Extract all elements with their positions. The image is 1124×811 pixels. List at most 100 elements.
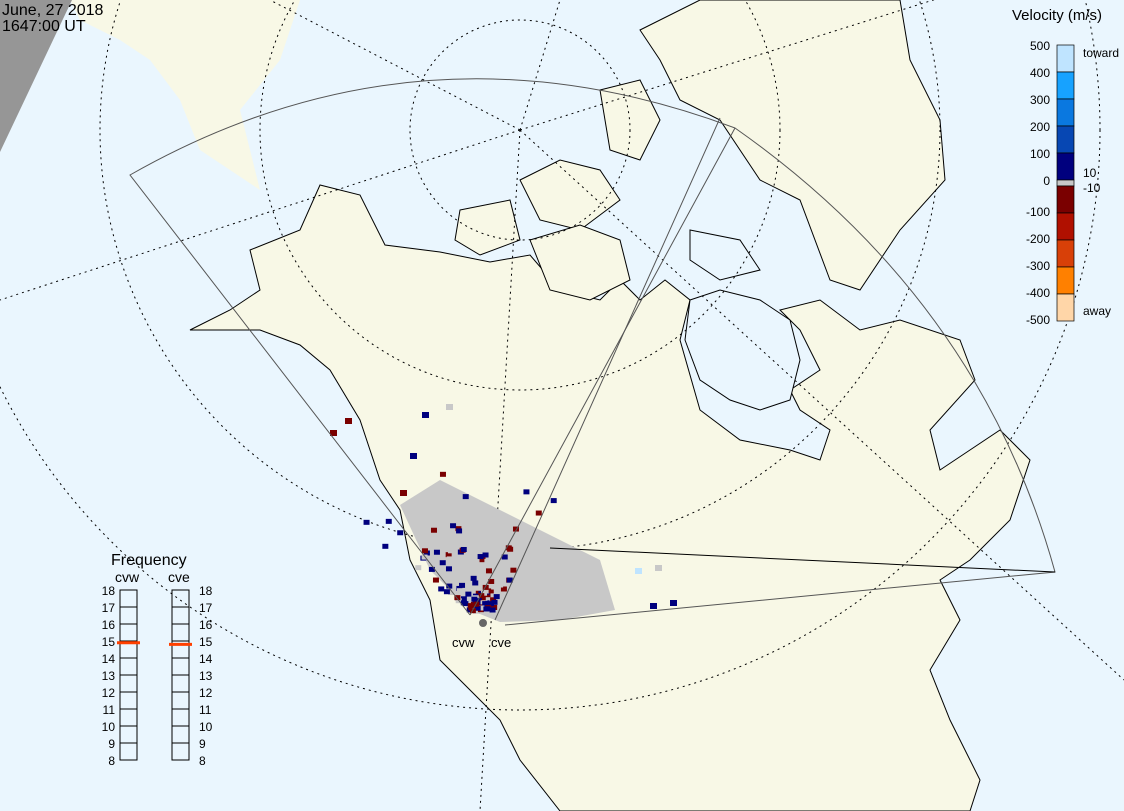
scatter-cell xyxy=(444,506,451,512)
colorbar-title: Velocity (m/s) xyxy=(1012,7,1102,24)
scatter-cell xyxy=(500,586,507,592)
colorbar-tick-label: -200 xyxy=(1026,232,1050,246)
scatter-cell xyxy=(415,565,422,571)
arctic-island xyxy=(454,199,521,256)
frequency-tick-label: 18 xyxy=(199,584,213,598)
scatter-cell xyxy=(445,552,452,558)
scatter-cell xyxy=(470,575,477,581)
scatter-cell xyxy=(446,404,453,410)
frequency-cell xyxy=(171,708,190,727)
colorbar-segment xyxy=(1056,98,1075,127)
scatter-cell xyxy=(430,527,437,533)
colorbar-segment xyxy=(1056,152,1075,181)
radar-site-marker xyxy=(479,619,487,627)
scatter-cell xyxy=(432,577,439,583)
scatter-cell xyxy=(467,603,474,609)
scatter-cell xyxy=(385,518,392,524)
greenland xyxy=(639,0,946,291)
scatter-cell xyxy=(447,548,454,554)
scatter-cell xyxy=(535,510,542,516)
colorbar-segment xyxy=(1056,44,1075,73)
water-bodies xyxy=(684,229,801,411)
scatter-cell xyxy=(510,567,517,573)
frequency-tick-label: 16 xyxy=(102,618,116,632)
radar-label-cve: cve xyxy=(491,635,511,650)
frequency-cell xyxy=(119,606,138,625)
frequency-panel: Frequency cvw cve 18 17 16 15 14 13 12 11 10 9 8 18… xyxy=(102,552,213,768)
scatter-cell xyxy=(382,543,389,549)
scatter-cell xyxy=(489,607,496,613)
frequency-cell xyxy=(171,623,190,642)
frequency-tick-label: 17 xyxy=(102,601,116,615)
velocity-colorbar: Velocity (m/s) toward away 10 -10 500 400… xyxy=(1012,7,1119,327)
scatter-cell xyxy=(448,590,455,596)
frequency-cell xyxy=(171,691,190,710)
colorbar-segment xyxy=(1056,293,1075,322)
scatter-cell xyxy=(454,595,461,601)
scatter-cell xyxy=(472,580,479,586)
frequency-cell xyxy=(119,657,138,676)
scatter-cell xyxy=(466,544,473,550)
colorbar-segment xyxy=(1056,212,1075,241)
colorbar-segment xyxy=(1056,266,1075,295)
frequency-tick-label: 8 xyxy=(108,754,115,768)
scatter-cell xyxy=(422,412,429,418)
scatter-cell xyxy=(491,584,498,590)
scatter-cell xyxy=(635,568,642,574)
frequency-cell xyxy=(119,691,138,710)
frequency-tick-label: 9 xyxy=(199,737,206,751)
colorbar-tick-label: -500 xyxy=(1026,313,1050,327)
scatter-cell xyxy=(523,533,530,539)
scatter-cell xyxy=(484,558,491,564)
scatter-cell xyxy=(456,588,463,594)
scatter-cell xyxy=(439,471,446,477)
radar-label-cvw: cvw xyxy=(452,635,475,650)
scatter-cell xyxy=(484,606,491,612)
hudson-bay xyxy=(684,289,801,411)
colorbar-segment xyxy=(1056,179,1075,187)
arctic-island xyxy=(529,224,631,301)
scatter-cell xyxy=(456,528,463,534)
scatter-cell xyxy=(481,574,488,580)
colorbar-segment xyxy=(1056,239,1075,268)
toward-label: toward xyxy=(1083,46,1119,60)
frequency-tick-label: 13 xyxy=(199,669,213,683)
scatter-cell xyxy=(482,552,489,558)
scatter-cell xyxy=(486,533,493,539)
colorbar-tick-label: 200 xyxy=(1030,120,1050,134)
scatter-cell xyxy=(477,554,484,560)
scatter-cell xyxy=(497,582,504,588)
scatter-cell xyxy=(655,565,662,571)
frequency-cell xyxy=(171,657,190,676)
frequency-tick-label: 17 xyxy=(199,601,213,615)
frequency-cell xyxy=(171,725,190,744)
scatter-cell xyxy=(400,490,407,496)
colorbar-tick-label: -100 xyxy=(1026,205,1050,219)
scatter-cell xyxy=(415,513,422,519)
scatter-cell xyxy=(479,598,486,604)
scatter-cell xyxy=(431,500,438,506)
scatter-cell xyxy=(466,505,473,511)
frequency-tick-label: 11 xyxy=(103,703,116,717)
frequency-cell xyxy=(119,742,138,761)
frequency-tick-label: 8 xyxy=(199,754,206,768)
frequency-tick-label: 14 xyxy=(199,652,213,666)
scatter-cell xyxy=(476,567,483,573)
scatter-cell xyxy=(421,548,428,554)
colorbar-tick-label: 500 xyxy=(1030,39,1050,53)
frequency-tick-label: 12 xyxy=(199,686,213,700)
land xyxy=(70,0,1031,811)
frequency-tick-label: 9 xyxy=(108,737,115,751)
scatter-cell xyxy=(433,549,440,555)
fov-outline xyxy=(129,78,1056,626)
frequency-cell xyxy=(119,725,138,744)
scatter-cell xyxy=(490,597,497,603)
frequency-tick-label: 13 xyxy=(102,669,116,683)
scatter-cell xyxy=(478,605,485,611)
night-terminator xyxy=(0,0,72,152)
scatter-cell xyxy=(445,566,452,572)
scatter-cell xyxy=(345,418,352,424)
